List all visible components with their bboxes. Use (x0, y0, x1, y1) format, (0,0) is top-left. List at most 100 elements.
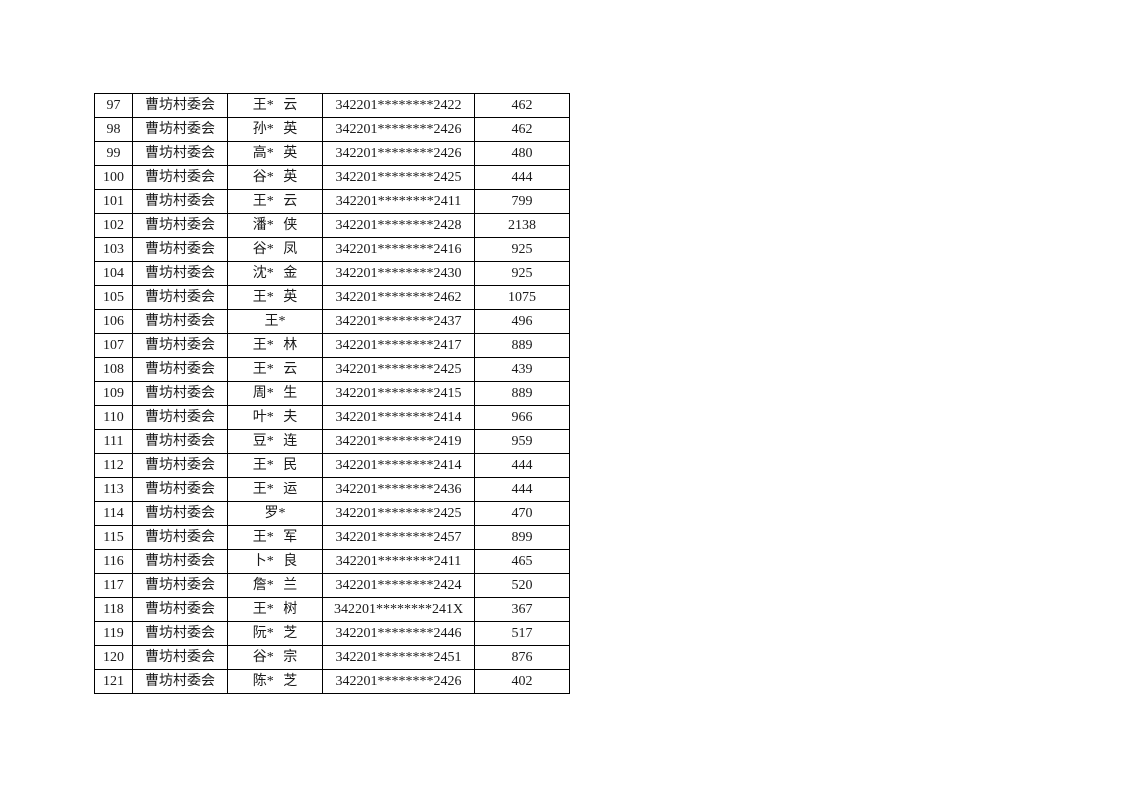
cell-amount: 444 (474, 165, 570, 190)
cell-name: 詹* 兰 (227, 573, 323, 598)
cell-name: 王* 云 (227, 357, 323, 382)
cell-id-number: 342201********2430 (322, 261, 475, 286)
cell-id-number: 342201********2416 (322, 237, 475, 262)
cell-amount: 799 (474, 189, 570, 214)
cell-row-number: 111 (94, 429, 133, 454)
cell-village: 曹坊村委会 (132, 309, 228, 334)
cell-amount: 480 (474, 141, 570, 166)
table-row: 112 曹坊村委会 王* 民 342201********2414 444 (94, 453, 570, 478)
table-row: 111 曹坊村委会 豆* 连 342201********2419 959 (94, 429, 570, 454)
table-row: 107 曹坊村委会 王* 林 342201********2417 889 (94, 333, 570, 358)
cell-id-number: 342201********2436 (322, 477, 475, 502)
cell-village: 曹坊村委会 (132, 141, 228, 166)
cell-amount: 2138 (474, 213, 570, 238)
cell-name: 王* 英 (227, 285, 323, 310)
cell-row-number: 103 (94, 237, 133, 262)
cell-id-number: 342201********241X (322, 597, 475, 622)
table-row: 108 曹坊村委会 王* 云 342201********2425 439 (94, 357, 570, 382)
cell-amount: 925 (474, 237, 570, 262)
cell-amount: 1075 (474, 285, 570, 310)
table-row: 110 曹坊村委会 叶* 夫 342201********2414 966 (94, 405, 570, 430)
cell-id-number: 342201********2425 (322, 501, 475, 526)
cell-row-number: 119 (94, 621, 133, 646)
cell-amount: 876 (474, 645, 570, 670)
table-row: 114 曹坊村委会 罗* 342201********2425 470 (94, 501, 570, 526)
table-row: 120 曹坊村委会 谷* 宗 342201********2451 876 (94, 645, 570, 670)
cell-name: 陈* 芝 (227, 669, 323, 694)
cell-row-number: 117 (94, 573, 133, 598)
cell-id-number: 342201********2425 (322, 165, 475, 190)
cell-row-number: 98 (94, 117, 133, 142)
cell-village: 曹坊村委会 (132, 453, 228, 478)
cell-name: 王* 军 (227, 525, 323, 550)
cell-id-number: 342201********2425 (322, 357, 475, 382)
cell-id-number: 342201********2414 (322, 453, 475, 478)
cell-amount: 925 (474, 261, 570, 286)
cell-id-number: 342201********2419 (322, 429, 475, 454)
cell-amount: 402 (474, 669, 570, 694)
cell-name: 王* 林 (227, 333, 323, 358)
cell-row-number: 106 (94, 309, 133, 334)
cell-name: 谷* 宗 (227, 645, 323, 670)
beneficiary-table: 97 曹坊村委会 王* 云 342201********2422 462 98 曹坊村委会孙… (94, 93, 570, 694)
cell-village: 曹坊村委会 (132, 477, 228, 502)
table-row: 115 曹坊村委会 王* 军 342201********2457 899 (94, 525, 570, 550)
cell-village: 曹坊村委会 (132, 285, 228, 310)
cell-row-number: 99 (94, 141, 133, 166)
cell-amount: 889 (474, 333, 570, 358)
cell-village: 曹坊村委会 (132, 621, 228, 646)
cell-name: 谷* 英 (227, 165, 323, 190)
table-row: 97 曹坊村委会 王* 云 342201********2422 462 (94, 93, 570, 118)
table-row: 117 曹坊村委会 詹* 兰 342201********2424 520 (94, 573, 570, 598)
cell-id-number: 342201********2426 (322, 669, 475, 694)
cell-village: 曹坊村委会 (132, 405, 228, 430)
cell-row-number: 101 (94, 189, 133, 214)
cell-id-number: 342201********2426 (322, 141, 475, 166)
cell-row-number: 109 (94, 381, 133, 406)
cell-village: 曹坊村委会 (132, 93, 228, 118)
cell-row-number: 107 (94, 333, 133, 358)
cell-id-number: 342201********2426 (322, 117, 475, 142)
cell-id-number: 342201********2424 (322, 573, 475, 598)
cell-village: 曹坊村委会 (132, 357, 228, 382)
cell-row-number: 120 (94, 645, 133, 670)
cell-name: 豆* 连 (227, 429, 323, 454)
cell-village: 曹坊村委会 (132, 165, 228, 190)
cell-name: 卜* 良 (227, 549, 323, 574)
cell-village: 曹坊村委会 (132, 501, 228, 526)
cell-id-number: 342201********2437 (322, 309, 475, 334)
cell-row-number: 116 (94, 549, 133, 574)
cell-amount: 470 (474, 501, 570, 526)
cell-name: 王* 云 (227, 93, 323, 118)
cell-row-number: 121 (94, 669, 133, 694)
cell-name: 王* 云 (227, 189, 323, 214)
cell-id-number: 342201********2462 (322, 285, 475, 310)
cell-row-number: 108 (94, 357, 133, 382)
cell-row-number: 115 (94, 525, 133, 550)
cell-row-number: 105 (94, 285, 133, 310)
cell-id-number: 342201********2411 (322, 189, 475, 214)
cell-amount: 444 (474, 453, 570, 478)
cell-name: 王* (227, 309, 323, 334)
cell-row-number: 110 (94, 405, 133, 430)
cell-village: 曹坊村委会 (132, 261, 228, 286)
cell-amount: 889 (474, 381, 570, 406)
cell-name: 叶* 夫 (227, 405, 323, 430)
cell-amount: 959 (474, 429, 570, 454)
cell-row-number: 100 (94, 165, 133, 190)
cell-name: 孙* 英 (227, 117, 323, 142)
cell-amount: 462 (474, 117, 570, 142)
cell-village: 曹坊村委会 (132, 213, 228, 238)
table-body: 97 曹坊村委会 王* 云 342201********2422 462 98 曹坊村委会孙… (94, 93, 570, 694)
cell-row-number: 114 (94, 501, 133, 526)
table-row: 105 曹坊村委会 王* 英 342201********2462 1075 (94, 285, 570, 310)
cell-village: 曹坊村委会 (132, 525, 228, 550)
cell-village: 曹坊村委会 (132, 549, 228, 574)
cell-name: 王* 运 (227, 477, 323, 502)
cell-village: 曹坊村委会 (132, 645, 228, 670)
cell-row-number: 102 (94, 213, 133, 238)
cell-village: 曹坊村委会 (132, 573, 228, 598)
cell-amount: 465 (474, 549, 570, 574)
cell-id-number: 342201********2422 (322, 93, 475, 118)
